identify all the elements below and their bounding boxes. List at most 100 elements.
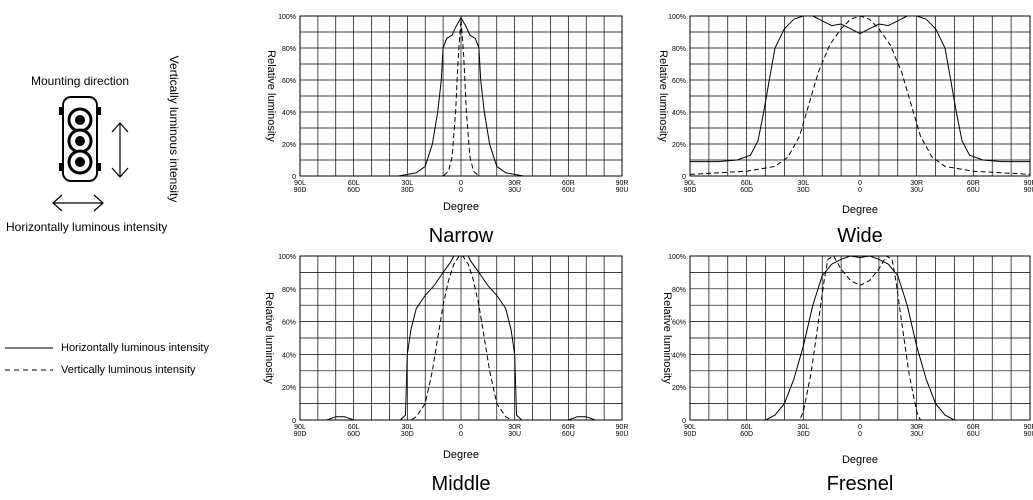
plot-frame: [299, 15, 623, 177]
x-axis-label: Degree: [443, 201, 479, 213]
y-axis-label: Relative luminosity: [265, 50, 277, 142]
y-tick-label: 100%: [278, 14, 296, 21]
y-tick-label: 40%: [672, 352, 686, 359]
chart-title: Wide: [837, 225, 883, 247]
y-tick-label: 20%: [672, 142, 686, 149]
x-tick-label: 30R: [508, 180, 521, 187]
x-tick-label: 60L: [348, 180, 360, 187]
x-tick-label: 60L: [741, 180, 753, 187]
legend-vertical: Vertically luminous intensity: [5, 364, 196, 376]
x-tick-label: 30L: [401, 180, 413, 187]
x-tick-label: 0: [858, 187, 862, 194]
chart-title: Fresnel: [827, 473, 894, 495]
x-tick-label: 90U: [1024, 431, 1033, 438]
x-tick-label: 30R: [508, 424, 521, 431]
y-tick-label: 20%: [282, 385, 296, 392]
y-tick-label: 0: [682, 418, 686, 425]
vertical-intensity-series: [690, 255, 1030, 421]
chart-grid: [689, 255, 1031, 421]
chart-grid: [689, 15, 1031, 177]
x-tick-label: 90D: [684, 431, 697, 438]
x-tick-label: 60U: [967, 187, 980, 194]
y-tick-label: 20%: [672, 385, 686, 392]
y-tick-label: 80%: [282, 46, 296, 53]
x-tick-label: 60D: [740, 431, 753, 438]
vertical-arrow-icon: [111, 122, 129, 178]
legend-vertical-label: Vertically luminous intensity: [61, 364, 196, 376]
x-tick-label: 90D: [684, 187, 697, 194]
x-tick-label: 0: [459, 180, 463, 187]
x-tick-label: 0: [858, 424, 862, 431]
x-tick-label: 60U: [967, 431, 980, 438]
y-axis-label: Relative luminosity: [263, 292, 275, 384]
x-tick-label: 60U: [562, 187, 575, 194]
y-tick-label: 20%: [282, 142, 296, 149]
y-tick-label: 60%: [672, 320, 686, 327]
chart-panel-wide: 020%40%60%80%100%90L90D60L60D30L30D0030R…: [657, 14, 1033, 247]
y-tick-label: 40%: [672, 110, 686, 117]
x-tick-label: 60L: [741, 424, 753, 431]
chart-grid: [299, 15, 623, 177]
vertical-intensity-series: [300, 255, 622, 421]
x-tick-label: 30L: [401, 424, 413, 431]
x-tick-label: 30L: [797, 180, 809, 187]
x-tick-label: 90D: [294, 187, 307, 194]
x-tick-label: 30L: [797, 424, 809, 431]
chart-panel-middle: 020%40%60%80%100%90L90D60L60D30L30D0030R…: [263, 254, 628, 495]
x-tick-label: 60D: [347, 187, 360, 194]
chart-grid: [299, 255, 623, 421]
x-tick-label: 90L: [294, 180, 306, 187]
horizontal-intensity-series: [300, 16, 622, 177]
solid-line-swatch: [5, 347, 53, 349]
x-tick-label: 90R: [1024, 424, 1033, 431]
x-tick-label: 90L: [684, 180, 696, 187]
chart-title: Middle: [432, 473, 491, 495]
x-tick-label: 60D: [347, 431, 360, 438]
x-tick-label: 30U: [910, 431, 923, 438]
x-tick-label: 60U: [562, 431, 575, 438]
chart-panel-fresnel: 020%40%60%80%100%90L90D60L60D30L30D0030R…: [661, 254, 1033, 495]
legend-horizontal-label: Horizontally luminous intensity: [61, 342, 209, 354]
x-tick-label: 0: [459, 424, 463, 431]
y-tick-label: 60%: [282, 78, 296, 85]
x-tick-label: 30U: [508, 431, 521, 438]
y-tick-label: 60%: [282, 320, 296, 327]
x-tick-label: 0: [459, 187, 463, 194]
x-tick-label: 30D: [797, 187, 810, 194]
x-tick-label: 0: [459, 431, 463, 438]
x-tick-label: 60L: [348, 424, 360, 431]
x-tick-label: 90R: [1024, 180, 1033, 187]
x-axis-label: Degree: [443, 449, 479, 461]
y-tick-label: 80%: [672, 46, 686, 53]
plot-frame: [689, 255, 1031, 421]
horizontal-intensity-series: [690, 255, 1030, 421]
x-tick-label: 30U: [910, 187, 923, 194]
y-axis-label: Relative luminosity: [661, 292, 673, 384]
x-tick-label: 60R: [562, 180, 575, 187]
x-tick-label: 60R: [562, 424, 575, 431]
y-tick-label: 80%: [672, 287, 686, 294]
x-tick-label: 0: [858, 180, 862, 187]
x-tick-label: 90R: [616, 424, 629, 431]
x-tick-label: 30R: [910, 424, 923, 431]
x-tick-label: 30U: [508, 187, 521, 194]
x-tick-label: 60D: [740, 187, 753, 194]
y-tick-label: 80%: [282, 287, 296, 294]
x-tick-label: 30D: [797, 431, 810, 438]
x-tick-label: 90U: [616, 187, 629, 194]
y-tick-label: 60%: [672, 78, 686, 85]
y-tick-label: 0: [292, 418, 296, 425]
x-axis-label: Degree: [842, 204, 878, 216]
y-tick-label: 40%: [282, 352, 296, 359]
y-tick-label: 40%: [282, 110, 296, 117]
x-tick-label: 90D: [294, 431, 307, 438]
mounting-direction-label: Mounting direction: [31, 74, 130, 88]
y-tick-label: 100%: [668, 14, 686, 21]
x-tick-label: 90U: [616, 431, 629, 438]
chart-title: Narrow: [429, 225, 494, 247]
y-tick-label: 0: [292, 174, 296, 181]
y-tick-label: 100%: [668, 254, 686, 261]
x-tick-label: 30R: [910, 180, 923, 187]
horizontal-intensity-series: [690, 15, 1030, 163]
x-tick-label: 90L: [684, 424, 696, 431]
